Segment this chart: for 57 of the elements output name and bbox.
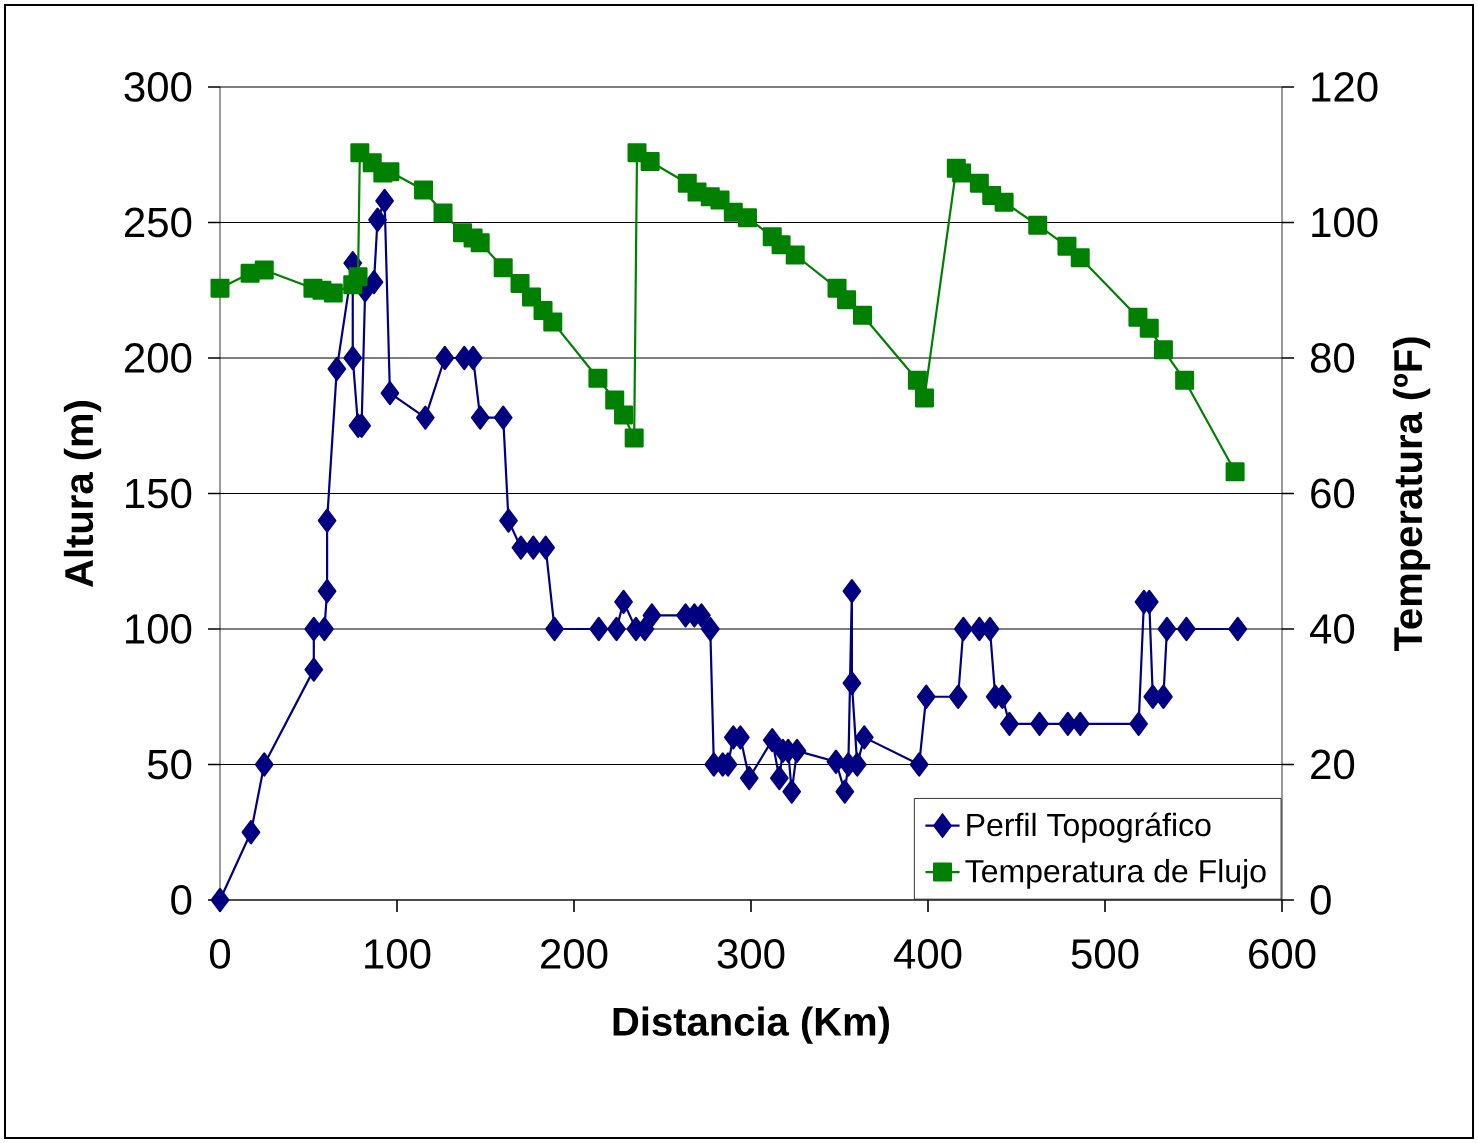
y2-tick-label: 0 — [1310, 885, 1331, 915]
point — [853, 305, 873, 325]
y-tick-label: 0 — [171, 885, 192, 915]
point — [907, 370, 927, 390]
point — [380, 162, 400, 182]
y-tick-label: 200 — [124, 343, 192, 373]
point — [914, 388, 934, 408]
point — [1057, 236, 1077, 256]
point — [254, 260, 274, 280]
y-tick-label: 50 — [147, 749, 192, 780]
point — [624, 428, 644, 448]
point — [837, 290, 857, 310]
y2-tick-label: 20 — [1311, 749, 1355, 780]
point — [614, 405, 634, 425]
y2-tick-label: 60 — [1311, 478, 1355, 509]
y2-tick-label: 120 — [1312, 72, 1378, 102]
point — [433, 203, 453, 223]
y-tick-label: 100 — [126, 614, 192, 644]
y-axis-title: Altura (m) — [63, 401, 102, 587]
point — [510, 273, 530, 293]
point — [323, 283, 343, 303]
y-tick-label: 150 — [126, 478, 192, 509]
legend-label: Temperatura de Flujo — [965, 858, 1266, 889]
x-tick-label: 400 — [893, 939, 962, 969]
point — [1153, 340, 1173, 360]
point — [737, 208, 757, 228]
point — [1070, 248, 1090, 268]
point — [588, 368, 608, 388]
y-tick-label: 250 — [124, 207, 192, 238]
y2-tick-label: 40 — [1310, 614, 1355, 644]
y2-tick-label: 80 — [1310, 343, 1355, 373]
point — [952, 163, 972, 183]
point — [493, 258, 513, 278]
point — [348, 267, 368, 287]
point — [210, 278, 230, 298]
x-tick-label: 200 — [541, 939, 608, 969]
point — [414, 180, 434, 200]
x-tick-label: 300 — [717, 939, 785, 969]
point — [605, 390, 625, 410]
point — [543, 312, 563, 332]
x-axis-title: Distancia (Km) — [613, 1006, 889, 1044]
x-tick-label: 600 — [1249, 939, 1316, 969]
point — [1225, 462, 1245, 482]
x-tick-label: 0 — [209, 939, 231, 969]
point — [1028, 215, 1048, 235]
point — [1139, 318, 1159, 338]
point — [1175, 370, 1195, 390]
point — [470, 233, 490, 253]
point — [785, 245, 805, 265]
point — [994, 192, 1014, 212]
x-tick-label: 500 — [1071, 939, 1139, 969]
point — [640, 152, 660, 171]
y2-tick-label: 100 — [1312, 207, 1378, 238]
x-tick-label: 100 — [365, 939, 431, 969]
y-tick-label: 300 — [124, 72, 192, 102]
legend-label: Perfil Topográfico — [967, 812, 1211, 843]
y2-axis-title: Temperatura (ºF) — [1392, 337, 1431, 652]
